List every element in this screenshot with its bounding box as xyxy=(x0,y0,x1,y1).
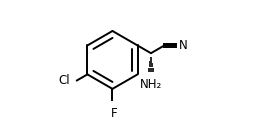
Text: N: N xyxy=(179,39,188,52)
Text: NH₂: NH₂ xyxy=(140,78,162,91)
Text: Cl: Cl xyxy=(58,74,69,87)
Text: F: F xyxy=(111,107,117,120)
